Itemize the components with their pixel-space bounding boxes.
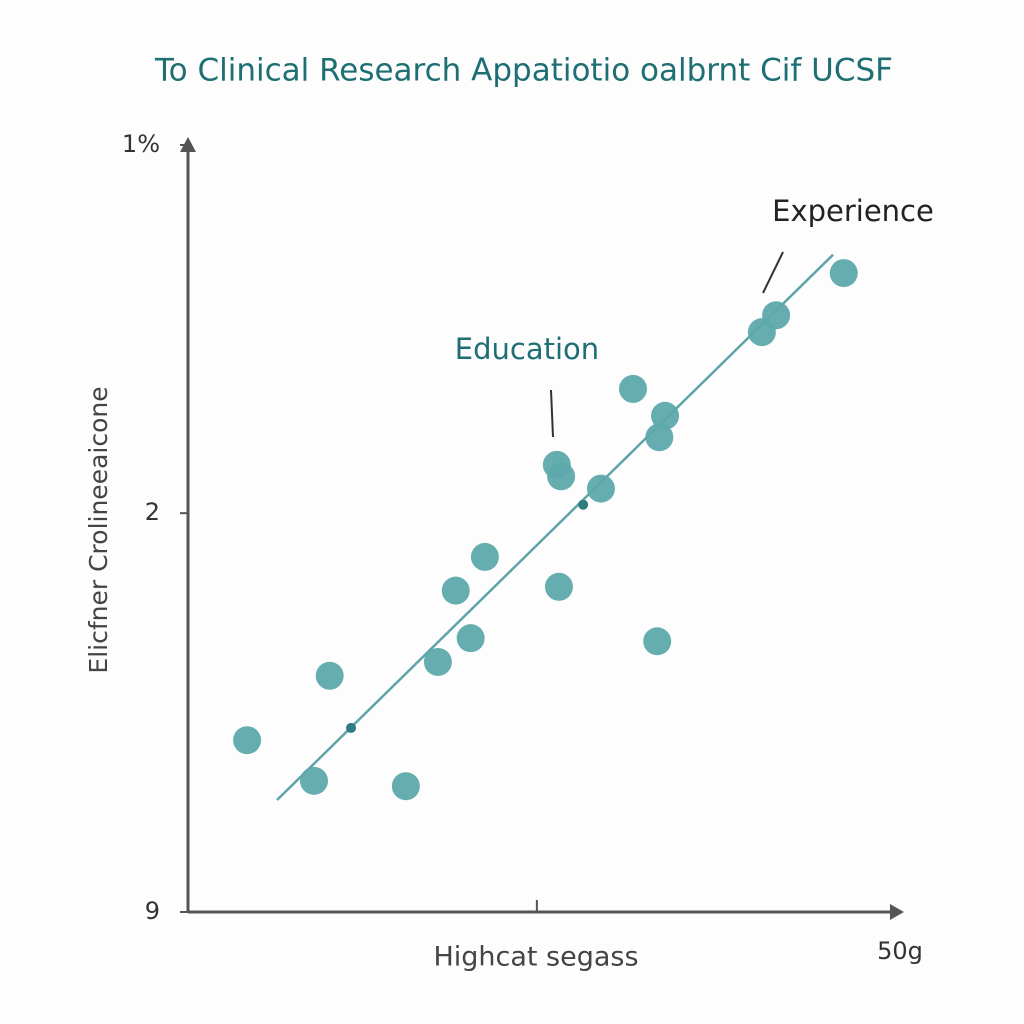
y-tick-label: 2 <box>145 498 160 526</box>
annotation-leader <box>762 251 784 294</box>
point <box>643 627 672 656</box>
trend-marker <box>578 499 589 510</box>
point <box>423 647 452 676</box>
trend-marker <box>346 722 357 733</box>
point <box>470 542 499 571</box>
point <box>645 423 674 452</box>
y-axis-label: Elicfner Crolineeaicone <box>84 386 113 673</box>
trend-line <box>276 253 834 801</box>
point <box>544 572 573 601</box>
point <box>456 624 485 653</box>
point <box>315 661 344 690</box>
annotation: Experience <box>772 194 934 228</box>
annotation: Education <box>455 332 599 366</box>
y-tick-label: 1% <box>122 130 160 158</box>
y-tick-label: 9 <box>145 897 160 925</box>
point <box>619 374 647 403</box>
point <box>586 474 615 503</box>
chart-title: To Clinical Research Appatiotio oalbrnt … <box>154 53 893 89</box>
point <box>547 462 576 491</box>
point <box>300 766 329 795</box>
x-tick-label: 50g <box>877 937 923 965</box>
annotation-leader <box>550 389 554 438</box>
x-axis-arrow <box>890 904 904 920</box>
point <box>762 301 791 330</box>
point <box>391 772 420 801</box>
point <box>233 726 262 755</box>
point <box>829 259 858 288</box>
point <box>651 401 680 430</box>
x-axis-label: Highcat segass <box>433 942 638 973</box>
point <box>441 576 470 605</box>
